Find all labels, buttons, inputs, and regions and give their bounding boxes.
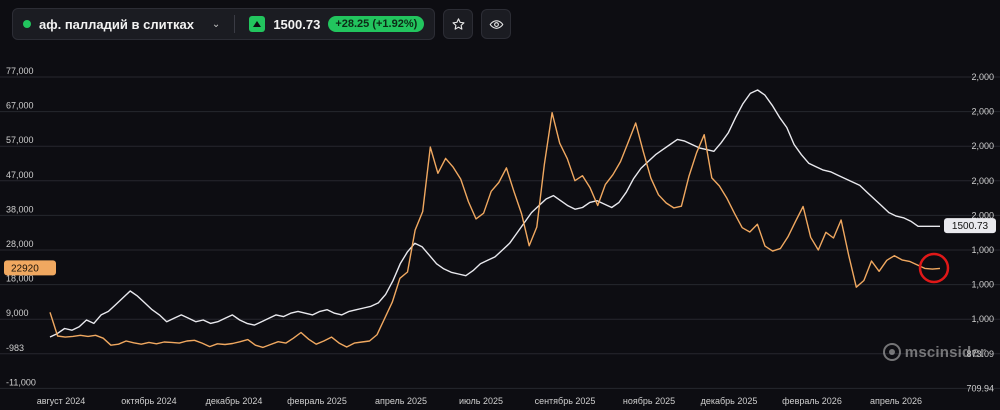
divider [234,15,236,33]
x-axis-label: февраль 2026 [782,396,842,406]
right-axis-label: 873.09 [966,349,994,359]
asset-name: аф. палладий в слитках [39,16,194,32]
price-tags: 22920 1500.73 [4,218,996,276]
watermark: mscinsider [882,343,986,361]
left-axis-label: 9,000 [6,308,29,318]
toolbar: аф. палладий в слитках ⌄ 1500.73 +28.25 … [12,8,512,40]
visibility-button[interactable] [481,9,512,39]
status-dot-icon [23,20,31,28]
right-axis-label: 2,000 [971,107,994,117]
left-axis-label: 38,000 [6,204,34,214]
right-axis-label: 2,000 [971,210,994,220]
star-icon [452,17,465,30]
left-axis-label: 47,000 [6,170,34,180]
left-axis-label: -11,000 [6,377,36,387]
right-axis-label: 2,000 [971,176,994,186]
eye-icon [489,19,504,29]
right-axis-label: 1,000 [971,314,994,324]
x-axis-label: август 2024 [37,396,86,406]
arrow-up-icon [249,16,266,32]
left-axis-label: 77,000 [6,66,34,76]
left-axis-label: 18,000 [6,274,34,284]
right-axis-label: 1,000 [971,245,994,255]
x-axis-label: июль 2025 [459,396,503,406]
x-axis-label: апрель 2026 [870,396,922,406]
white-series-line [49,89,940,338]
highlight-circle [918,252,950,284]
left-axis-label: 67,000 [6,101,34,111]
chart-grid [0,76,1000,389]
left-axis-label: 28,000 [6,239,34,249]
x-axis: август 2024 октябрь 2024 декабрь 2024 февра… [37,396,922,406]
price-change-badge: +28.25 (+1.92%) [328,16,425,32]
right-axis-label: 709.94 [966,383,994,393]
asset-selector[interactable]: аф. палладий в слитках ⌄ 1500.73 +28.25 … [12,8,436,40]
left-price-tag-label: 22920 [11,263,39,274]
left-axis-label: -983 [6,343,24,353]
watermark-text: mscinsider [904,343,986,361]
left-axis: 77,000 67,000 57,000 47,000 38,000 28,000 18,0… [6,66,36,387]
x-axis-label: апрель 2025 [375,396,427,406]
right-axis-label: 1,000 [971,280,994,290]
watermark-logo-icon [882,343,901,361]
orange-series-line [49,111,941,349]
chevron-down-icon[interactable]: ⌄ [211,18,221,30]
x-axis-label: декабрь 2025 [701,396,758,406]
x-axis-label: ноябрь 2025 [623,396,675,406]
left-axis-label: 57,000 [6,135,34,145]
x-axis-label: сентябрь 2025 [535,396,596,406]
x-axis-label: февраль 2025 [287,396,347,406]
x-axis-label: декабрь 2024 [206,396,263,406]
x-axis-label: октябрь 2024 [121,396,176,406]
left-price-tag [4,260,56,276]
right-price-tag-label: 1500.73 [952,221,989,232]
current-price: 1500.73 [273,16,321,32]
chart-series [49,89,941,349]
favorite-button[interactable] [443,9,474,39]
right-axis-label: 2,000 [971,72,994,82]
right-axis-label: 2,000 [971,141,994,151]
right-axis: 2,000 2,000 2,000 2,000 2,000 1,000 1,000 1,000… [966,72,994,393]
right-price-tag [944,218,996,234]
